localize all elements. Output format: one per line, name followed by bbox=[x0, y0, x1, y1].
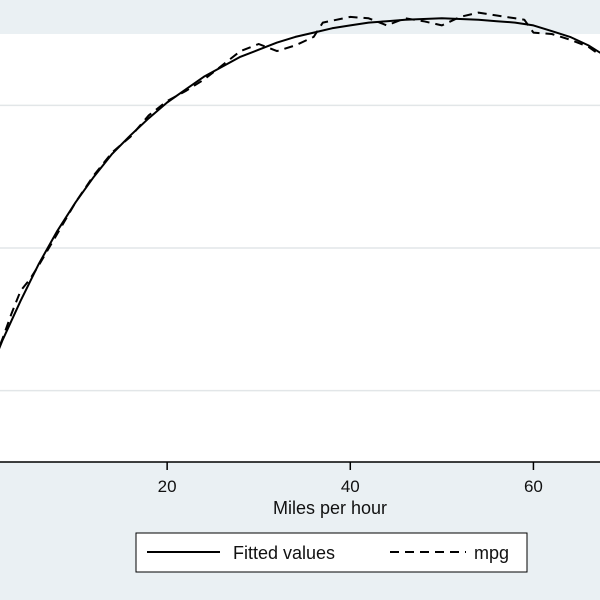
legend-label-fitted-values: Fitted values bbox=[233, 543, 335, 563]
gridlines bbox=[0, 104, 600, 392]
legend: Fitted values mpg bbox=[135, 532, 528, 573]
x-axis: 20 40 60 bbox=[0, 461, 600, 496]
legend-label-mpg: mpg bbox=[474, 543, 509, 563]
series-layer bbox=[0, 11, 600, 350]
x-tick-label-20: 20 bbox=[158, 477, 177, 496]
series-line-mpg bbox=[0, 11, 600, 348]
x-tick-label-60: 60 bbox=[524, 477, 543, 496]
x-tick-label-40: 40 bbox=[341, 477, 360, 496]
x-axis-title: Miles per hour bbox=[273, 498, 387, 518]
